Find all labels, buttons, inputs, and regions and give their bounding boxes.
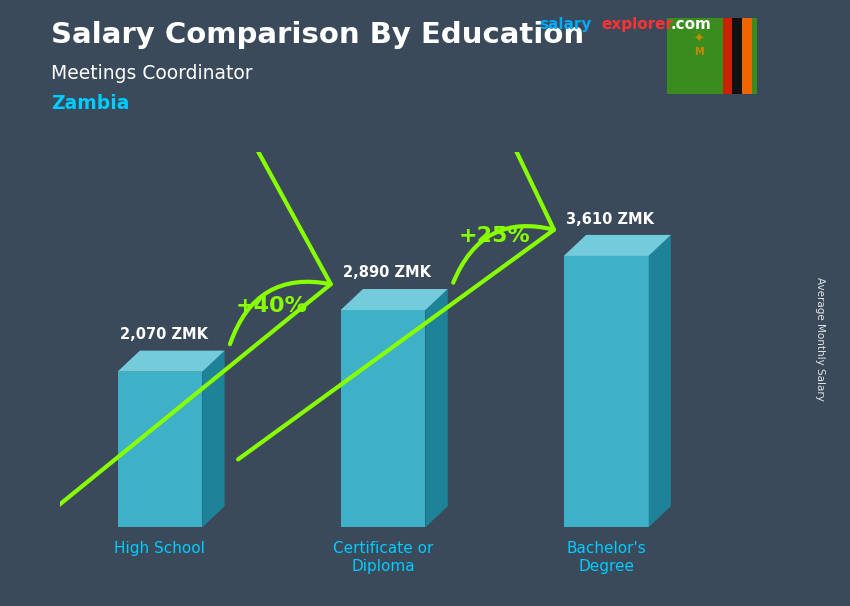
Text: Average Monthly Salary: Average Monthly Salary: [815, 278, 825, 401]
FancyArrowPatch shape: [28, 0, 331, 530]
Polygon shape: [649, 235, 671, 527]
Text: +25%: +25%: [459, 227, 530, 247]
Bar: [742, 18, 752, 94]
Polygon shape: [425, 289, 448, 527]
Polygon shape: [202, 351, 224, 527]
Text: salary: salary: [540, 17, 592, 32]
Bar: [341, 310, 425, 527]
FancyArrowPatch shape: [238, 0, 554, 459]
Text: ✦: ✦: [694, 33, 704, 46]
Text: 2,890 ZMK: 2,890 ZMK: [343, 265, 431, 280]
Text: .com: .com: [671, 17, 711, 32]
Text: Zambia: Zambia: [51, 94, 129, 113]
Bar: [722, 18, 733, 94]
Polygon shape: [564, 235, 671, 256]
Text: M: M: [694, 47, 703, 58]
Polygon shape: [341, 289, 448, 310]
Bar: [564, 256, 649, 527]
Polygon shape: [117, 351, 224, 371]
Text: 2,070 ZMK: 2,070 ZMK: [120, 327, 207, 342]
Text: Salary Comparison By Education: Salary Comparison By Education: [51, 21, 584, 49]
Text: 3,610 ZMK: 3,610 ZMK: [566, 212, 654, 227]
Bar: [733, 18, 742, 94]
Text: +40%: +40%: [235, 296, 308, 316]
Text: Meetings Coordinator: Meetings Coordinator: [51, 64, 252, 82]
Bar: [117, 371, 202, 527]
Text: explorer: explorer: [601, 17, 673, 32]
